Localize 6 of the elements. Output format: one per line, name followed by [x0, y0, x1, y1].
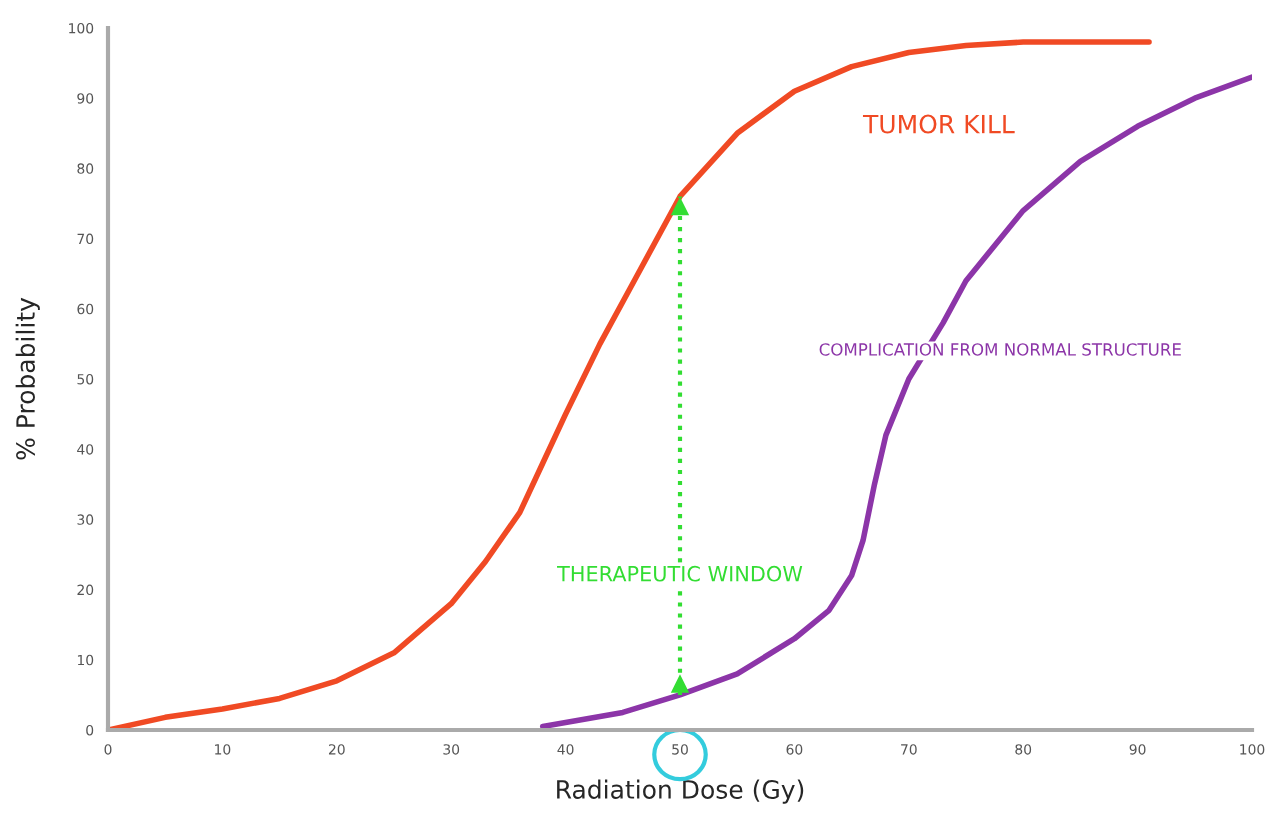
line-series	[539, 74, 1252, 730]
y-axis-title: % Probability	[15, 297, 40, 460]
annotation: THERAPEUTIC WINDOW	[557, 565, 803, 582]
x-axis-title: Radiation Dose (Gy)	[557, 779, 804, 804]
series-label: TUMOR KILL	[862, 114, 1015, 134]
text: COMPLICATION FROM NORMAL STRUCTURE	[819, 343, 1181, 356]
